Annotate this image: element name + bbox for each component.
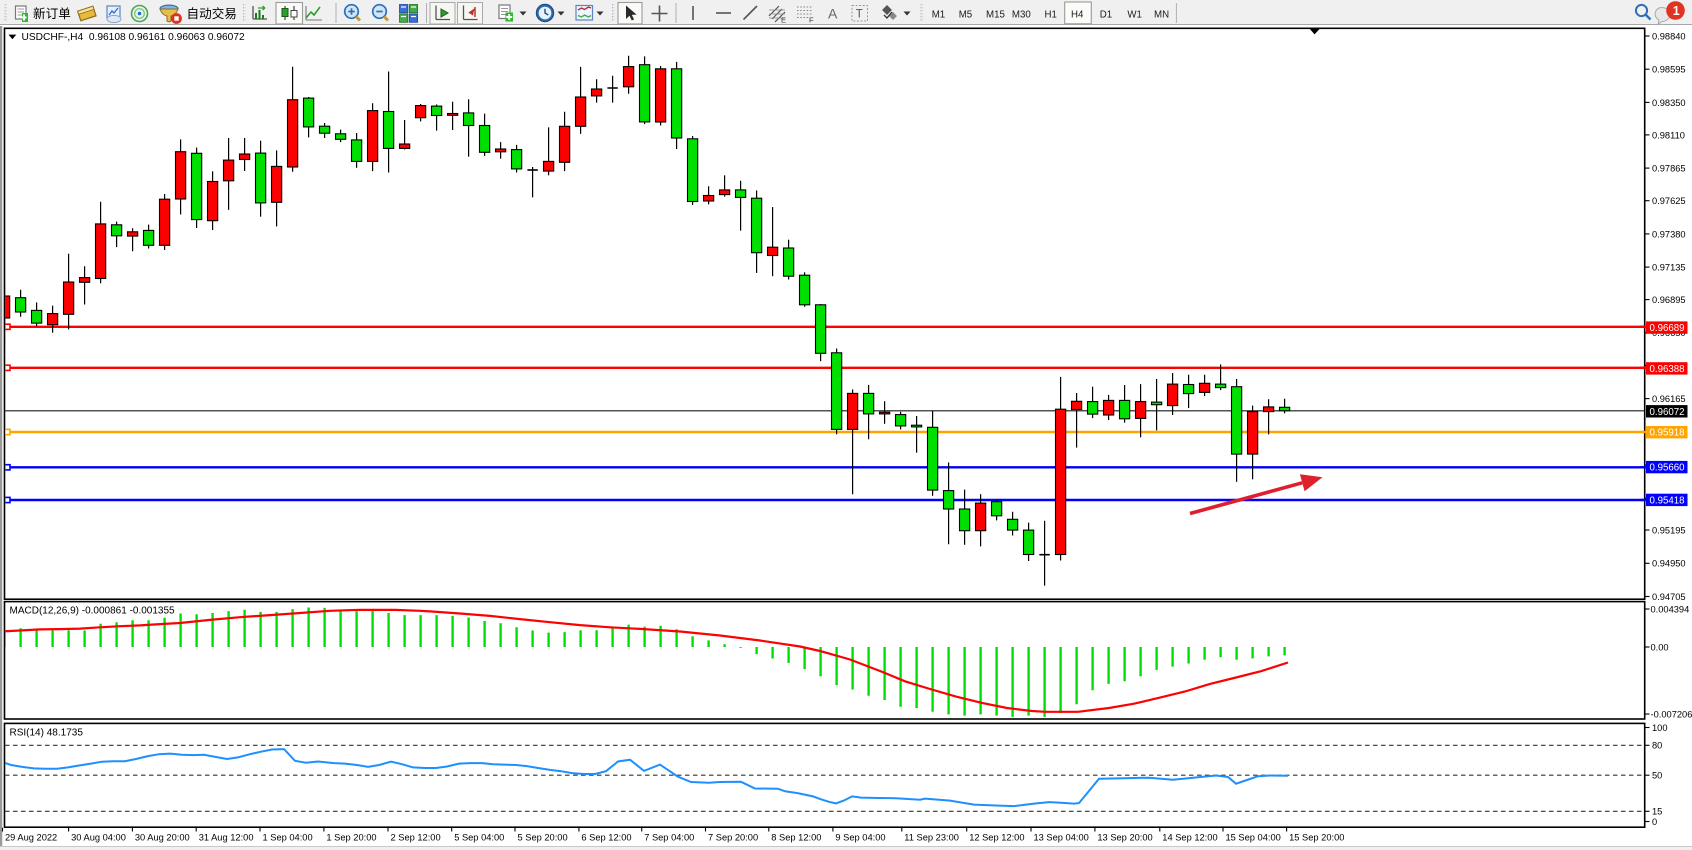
svg-text:自动交易: 自动交易 [187, 6, 237, 21]
svg-text:D1: D1 [1100, 9, 1112, 20]
svg-text:31 Aug 12:00: 31 Aug 12:00 [199, 833, 254, 843]
svg-text:29 Aug 2022: 29 Aug 2022 [5, 833, 57, 843]
svg-text:T: T [856, 9, 863, 21]
svg-text:12 Sep 12:00: 12 Sep 12:00 [969, 833, 1024, 843]
svg-text:100: 100 [1652, 723, 1668, 733]
svg-text:0.94950: 0.94950 [1652, 559, 1686, 569]
svg-text:-0.007206: -0.007206 [1651, 709, 1692, 719]
svg-text:0: 0 [1652, 817, 1657, 827]
svg-text:14 Sep 12:00: 14 Sep 12:00 [1162, 833, 1217, 843]
svg-text:7 Sep 04:00: 7 Sep 04:00 [644, 833, 694, 843]
svg-text:13 Sep 04:00: 13 Sep 04:00 [1034, 833, 1089, 843]
svg-text:80: 80 [1652, 741, 1662, 751]
svg-text:H4: H4 [1071, 9, 1084, 20]
svg-text:0.95918: 0.95918 [1650, 428, 1685, 439]
svg-text:0.96072: 0.96072 [1650, 407, 1685, 418]
svg-text:0.97380: 0.97380 [1652, 229, 1686, 239]
svg-text:0.96895: 0.96895 [1652, 295, 1686, 305]
svg-text:9 Sep 04:00: 9 Sep 04:00 [835, 833, 885, 843]
svg-text:30 Aug 04:00: 30 Aug 04:00 [71, 833, 126, 843]
svg-text:0.97625: 0.97625 [1652, 196, 1686, 206]
svg-text:RSI(14) 48.1735: RSI(14) 48.1735 [10, 728, 84, 739]
svg-text:新订单: 新订单 [33, 6, 71, 21]
svg-text:5 Sep 20:00: 5 Sep 20:00 [518, 833, 568, 843]
svg-text:0.98350: 0.98350 [1652, 98, 1686, 108]
svg-text:30 Aug 20:00: 30 Aug 20:00 [135, 833, 190, 843]
svg-text:M15: M15 [986, 9, 1005, 20]
svg-text:F: F [809, 16, 814, 25]
svg-text:MN: MN [1154, 9, 1169, 20]
svg-text:E: E [781, 16, 786, 25]
svg-text:M5: M5 [959, 9, 972, 20]
svg-text:H1: H1 [1045, 9, 1057, 20]
svg-text:0.004394: 0.004394 [1651, 604, 1690, 614]
svg-text:0.96165: 0.96165 [1652, 394, 1686, 404]
svg-text:0.95418: 0.95418 [1650, 495, 1685, 506]
svg-text:M30: M30 [1012, 9, 1031, 20]
svg-text:13 Sep 20:00: 13 Sep 20:00 [1097, 833, 1152, 843]
svg-text:0.95195: 0.95195 [1652, 525, 1686, 535]
svg-text:15 Sep 04:00: 15 Sep 04:00 [1226, 833, 1281, 843]
svg-text:0.97865: 0.97865 [1652, 164, 1686, 174]
svg-text:1 Sep 20:00: 1 Sep 20:00 [326, 833, 376, 843]
svg-text:8 Sep 12:00: 8 Sep 12:00 [771, 833, 821, 843]
svg-text:MACD(12,26,9) -0.000861 -0.001: MACD(12,26,9) -0.000861 -0.001355 [10, 606, 176, 617]
svg-text:W1: W1 [1127, 9, 1142, 20]
svg-text:1: 1 [1673, 4, 1680, 18]
svg-text:0.98110: 0.98110 [1652, 130, 1685, 140]
svg-text:11 Sep 23:00: 11 Sep 23:00 [904, 833, 959, 843]
svg-text:7 Sep 20:00: 7 Sep 20:00 [708, 833, 758, 843]
svg-text:15: 15 [1652, 807, 1662, 817]
svg-text:USDCHF-,H4 0.96108 0.96161 0.: USDCHF-,H4 0.96108 0.96161 0.96063 0.960… [22, 32, 245, 43]
svg-text:M1: M1 [932, 9, 945, 20]
svg-text:1 Sep 04:00: 1 Sep 04:00 [263, 833, 313, 843]
svg-text:0.00: 0.00 [1651, 642, 1669, 652]
svg-text:0.96388: 0.96388 [1650, 364, 1685, 375]
svg-text:A: A [828, 6, 838, 22]
svg-text:0.94705: 0.94705 [1652, 592, 1686, 602]
svg-text:0.95660: 0.95660 [1650, 463, 1686, 474]
svg-text:0.96689: 0.96689 [1650, 323, 1685, 334]
svg-text:15 Sep 20:00: 15 Sep 20:00 [1289, 833, 1344, 843]
svg-text:0.97135: 0.97135 [1652, 263, 1686, 273]
svg-text:6 Sep 12:00: 6 Sep 12:00 [581, 833, 631, 843]
svg-text:0.98840: 0.98840 [1652, 31, 1686, 41]
svg-text:50: 50 [1652, 771, 1662, 781]
svg-text:2 Sep 12:00: 2 Sep 12:00 [391, 833, 441, 843]
svg-text:5 Sep 04:00: 5 Sep 04:00 [454, 833, 504, 843]
svg-text:0.98595: 0.98595 [1652, 65, 1686, 75]
